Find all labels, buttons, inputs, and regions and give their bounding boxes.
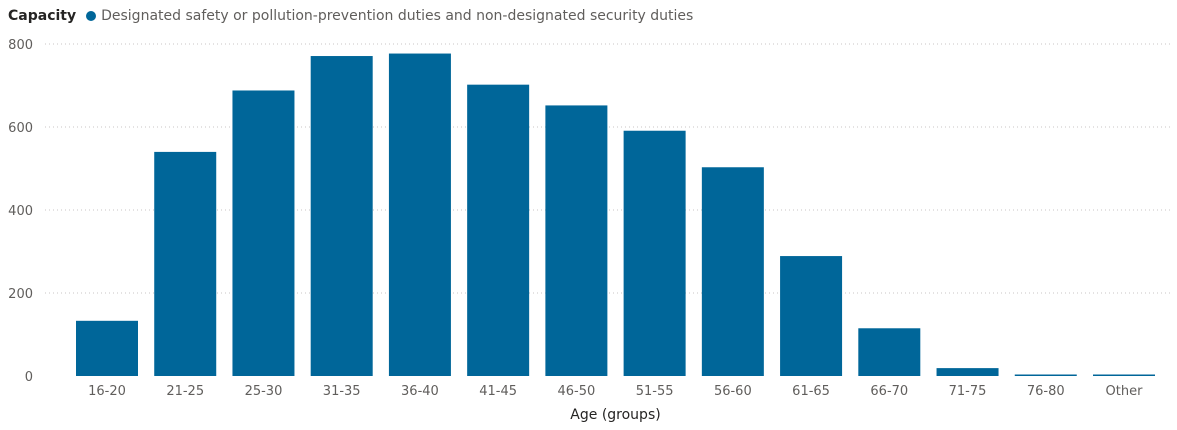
legend-title: Capacity [8,8,77,24]
legend-marker-icon [86,11,97,21]
x-tick-label: 61-65 [792,384,830,399]
bar [780,256,843,376]
bar [76,320,138,376]
x-tick-label: 41-45 [479,384,517,399]
bar [1093,374,1155,376]
bar [467,84,530,377]
x-tick-label: 31-35 [323,384,361,399]
legend-series-label: Designated safety or pollution-preventio… [101,8,694,24]
y-tick-label: 600 [8,121,33,136]
bar [936,368,999,376]
bar [154,151,217,376]
x-tick-label: 16-20 [88,384,126,399]
bar [858,328,921,376]
y-tick-label: 800 [8,38,33,53]
bar [623,130,686,376]
x-tick-label: 71-75 [949,384,987,399]
y-tick-label: 0 [25,370,33,385]
x-tick-label: 21-25 [166,384,204,399]
x-tick-label: 66-70 [870,384,908,399]
bar [310,56,373,376]
bar [1014,374,1077,376]
y-tick-label: 400 [8,204,33,219]
y-tick-label: 200 [8,287,33,302]
x-tick-label: Other [1106,384,1144,399]
x-tick-label: 46-50 [557,384,595,399]
legend: Capacity Designated safety or pollution-… [8,6,693,26]
bar [545,105,608,377]
bar [388,53,451,377]
x-tick-label: 25-30 [245,384,283,399]
bar [232,90,295,376]
x-axis-title: Age (groups) [570,407,660,423]
x-tick-label: 76-80 [1027,384,1065,399]
x-tick-label: 56-60 [714,384,752,399]
x-tick-label: 36-40 [401,384,439,399]
bar [701,167,764,376]
x-tick-label: 51-55 [636,384,674,399]
